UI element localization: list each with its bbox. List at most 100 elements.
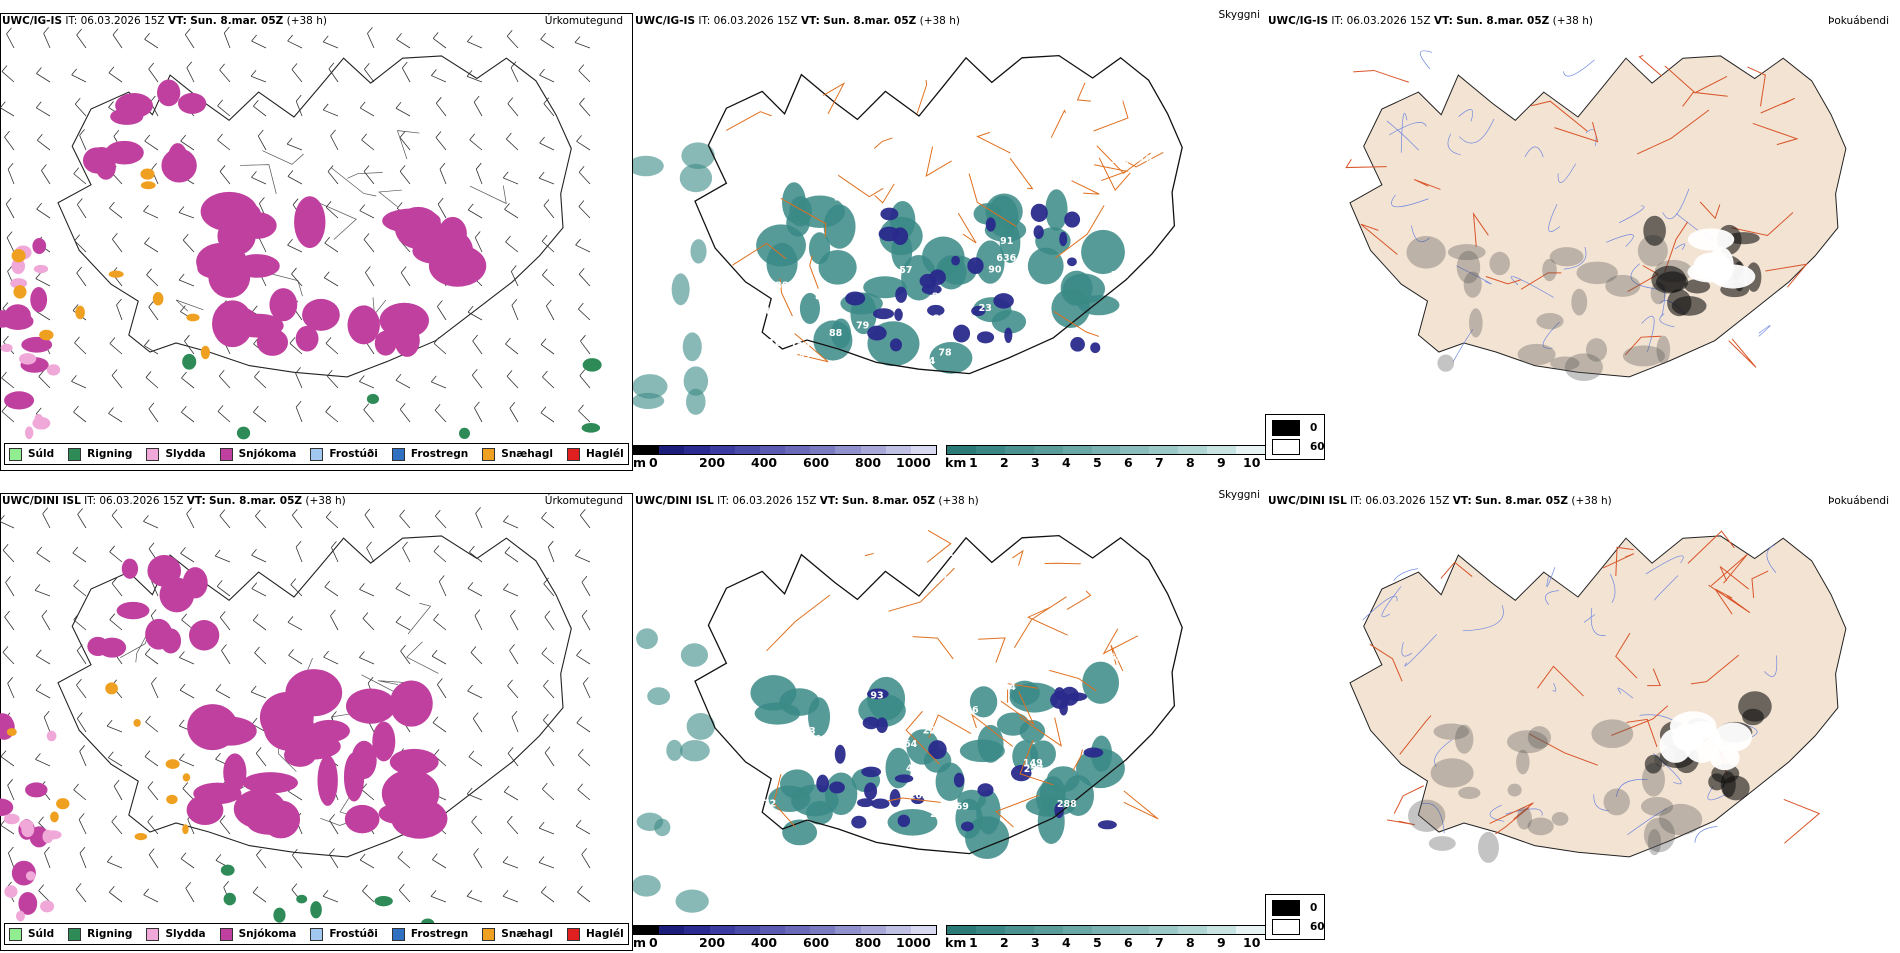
wind-barb	[574, 42, 591, 49]
visibility-area	[681, 142, 715, 169]
wind-barb-feather	[79, 846, 86, 854]
wind-barb-feather	[579, 369, 586, 376]
wind-barb	[251, 588, 267, 597]
cloud-base-area	[953, 772, 965, 788]
wind-barb-feather	[112, 28, 119, 36]
wind-barb-feather	[111, 509, 118, 516]
snow-area	[381, 769, 440, 818]
snow-area	[178, 92, 207, 114]
panel-header: UWC/DINI ISL IT: 06.03.2026 15Z VT: Sun.…	[2, 495, 627, 513]
cloud-base-area	[857, 798, 874, 808]
wind-barb-feather	[396, 202, 403, 209]
road	[1611, 705, 1669, 736]
sleet-area	[25, 871, 36, 881]
wind-barb	[79, 853, 87, 869]
wind-barb	[541, 653, 555, 665]
snow-area	[223, 201, 262, 228]
wind-barb	[144, 345, 159, 355]
wind-barb	[540, 344, 555, 355]
cloud-vis-panel-bottom: UWC/DINI ISL IT: 06.03.2026 15Z VT: Sun.…	[633, 488, 1266, 953]
wind-barb	[578, 308, 591, 321]
colorbars: m 0 200 400 600 800 1000 km 1 2 3 4 5 6 …	[633, 923, 1266, 953]
wind-barb	[107, 861, 123, 869]
tick-label: 8	[1186, 935, 1195, 950]
wind-barb-feather	[1, 405, 8, 412]
wind-barb-feather	[143, 205, 149, 212]
legend-swatch	[146, 447, 160, 461]
cloud-base-area	[851, 815, 867, 829]
cloud-base-label: 387	[901, 304, 921, 315]
wind-barb-feather	[74, 97, 81, 105]
wind-barb-feather	[111, 577, 118, 584]
vt-label: VT:	[800, 15, 820, 27]
wind-barb-feather	[109, 545, 115, 553]
wind-barb	[330, 135, 339, 151]
wind-barb	[503, 521, 519, 529]
cloud-base-area	[953, 324, 971, 343]
sleet-area	[33, 264, 49, 274]
wind-barb	[366, 547, 375, 563]
road	[873, 137, 893, 149]
wind-barb	[144, 140, 159, 151]
wind-barb-feather	[468, 750, 475, 758]
cloud-base-label: 43	[928, 173, 941, 184]
visibility-area	[675, 889, 709, 913]
road	[968, 173, 1017, 227]
wind-barb-feather	[396, 33, 402, 40]
wind-barb	[217, 139, 231, 151]
legend-label: Slydda	[165, 928, 206, 940]
legend-swatch	[482, 927, 496, 941]
cloud-base-label: 438	[1048, 93, 1068, 104]
snow-area	[308, 719, 350, 743]
wind-barb	[399, 171, 411, 185]
wind-barb	[367, 33, 375, 49]
cloud-base-label: 59	[1028, 90, 1041, 101]
wind-barb	[219, 821, 231, 835]
fog-area	[1738, 691, 1772, 722]
colorbar-segment	[1149, 446, 1179, 454]
wind-barb	[36, 73, 51, 83]
river	[1606, 234, 1634, 247]
wind-barb	[395, 379, 411, 389]
wind-barb-feather	[576, 135, 582, 142]
wind-barb	[582, 683, 591, 699]
wind-barb	[71, 74, 87, 83]
wind-barb	[397, 857, 411, 869]
wind-barb-feather	[430, 375, 437, 383]
wind-barb-feather	[541, 268, 548, 276]
precip-map	[0, 507, 600, 945]
wind-barb	[179, 279, 195, 287]
wind-barb	[325, 411, 339, 423]
cloud-base-label: 196	[959, 705, 979, 716]
snow-area	[25, 782, 48, 798]
visibility-area	[1060, 270, 1093, 306]
wind-barb	[579, 375, 591, 389]
wind-barb-feather	[72, 546, 79, 554]
wind-barb-feather	[323, 650, 329, 658]
wind-barb-feather	[178, 206, 185, 213]
tick-label: 10	[1243, 935, 1261, 950]
road	[926, 530, 952, 563]
wind-barb	[287, 40, 303, 49]
road	[1615, 632, 1638, 679]
wind-barb-feather	[221, 644, 227, 651]
wind-barb	[76, 650, 87, 665]
wind-barb	[331, 547, 339, 563]
fog-area	[1571, 288, 1588, 316]
tick-label: 800	[855, 935, 882, 950]
wind-barb	[577, 789, 591, 801]
river	[1546, 566, 1556, 587]
wind-barb	[507, 685, 519, 699]
cloud-base-label: 126	[1082, 709, 1102, 720]
cloud-base-area	[834, 744, 846, 764]
river	[1764, 655, 1778, 677]
wind-barb-feather	[148, 300, 155, 308]
snow-pellet-area	[39, 329, 54, 341]
fog-area	[1463, 271, 1482, 298]
wind-barb-feather	[178, 719, 185, 727]
wind-barb-feather	[7, 779, 13, 786]
wind-barb	[431, 655, 447, 665]
colorbar-segment	[785, 446, 811, 454]
wind-barb-feather	[503, 583, 509, 590]
cloud-base-area	[862, 716, 880, 730]
